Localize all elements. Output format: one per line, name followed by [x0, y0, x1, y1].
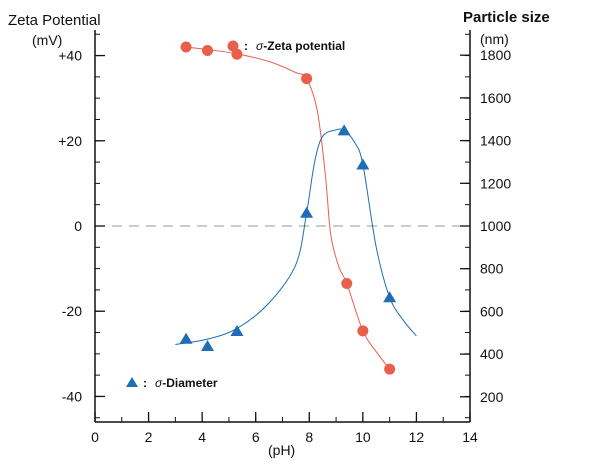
left-axis-title: Zeta Potential: [8, 12, 101, 29]
diameter-point: [383, 291, 397, 303]
right-tick-label: 1600: [480, 90, 511, 106]
zeta-point: [180, 41, 192, 53]
diameter-curve: [175, 128, 417, 345]
right-tick-label: 1400: [480, 133, 511, 149]
right-tick-labels: 1800 1600 1400 1200 1000 800 600 400 200: [480, 47, 511, 405]
legend-diameter-label: σ-Diameter: [155, 376, 218, 390]
zeta-point: [231, 48, 243, 60]
x-tick-label: 6: [252, 429, 260, 445]
x-tick-labels: 0 2 4 6 8 10 12 14: [91, 429, 478, 445]
right-tick-label: 1200: [480, 175, 511, 191]
left-tick-label: -20: [62, 303, 82, 319]
x-tick-label: 4: [198, 429, 206, 445]
right-tick-label: 1800: [480, 47, 511, 63]
legend-zeta-colon: :: [244, 39, 248, 53]
major-ticks: [94, 54, 471, 422]
x-tick-label: 12: [409, 429, 425, 445]
right-tick-label: 1000: [480, 218, 511, 234]
legend-zeta: : σ-Zeta potential: [227, 39, 345, 53]
legend-diameter: : σ-Diameter: [126, 376, 218, 390]
x-tick-label: 0: [91, 429, 99, 445]
diameter-point: [179, 332, 193, 344]
zeta-point: [301, 73, 313, 85]
x-tick-label: 2: [145, 429, 153, 445]
diameter-points: [179, 124, 397, 351]
right-tick-label: 800: [480, 261, 504, 277]
left-tick-label: +40: [58, 48, 82, 64]
legend-diameter-colon: :: [143, 376, 147, 390]
right-axis-title: Particle size: [463, 9, 550, 26]
left-axis-unit: (mV): [32, 32, 62, 48]
legend-diameter-marker: [126, 377, 138, 387]
zeta-potential-points: [180, 41, 396, 375]
diameter-point: [337, 124, 351, 136]
minor-ticks: [94, 33, 471, 422]
left-tick-label: -40: [62, 388, 82, 404]
left-tick-label: +20: [58, 133, 82, 149]
legend-diameter-text: -Diameter: [162, 376, 218, 390]
legend-diameter-symbol: σ: [155, 376, 163, 390]
diameter-point: [230, 325, 244, 337]
x-tick-label: 8: [305, 429, 313, 445]
x-axis-label: (pH): [268, 442, 295, 458]
zeta-point: [341, 278, 353, 290]
legend-zeta-symbol: σ: [256, 39, 264, 53]
right-tick-label: 400: [480, 346, 504, 362]
diameter-point: [356, 158, 370, 170]
diameter-point: [201, 339, 214, 351]
diameter-point: [300, 206, 314, 218]
legend-zeta-label: σ-Zeta potential: [256, 39, 345, 53]
right-tick-label: 200: [480, 389, 504, 405]
x-tick-label: 14: [462, 429, 478, 445]
zeta-point: [384, 363, 396, 375]
zeta-potential-curve: [186, 46, 391, 370]
left-tick-label: 0: [74, 218, 82, 234]
left-tick-labels: +40 +20 0 -20 -40: [58, 48, 82, 405]
right-axis-unit: (nm): [480, 31, 509, 47]
x-tick-label: 10: [355, 429, 371, 445]
zeta-point: [202, 44, 213, 56]
legend-zeta-text: -Zeta potential: [263, 39, 345, 53]
right-tick-label: 600: [480, 303, 504, 319]
legend-zeta-marker: [227, 40, 239, 52]
zeta-point: [357, 325, 369, 337]
